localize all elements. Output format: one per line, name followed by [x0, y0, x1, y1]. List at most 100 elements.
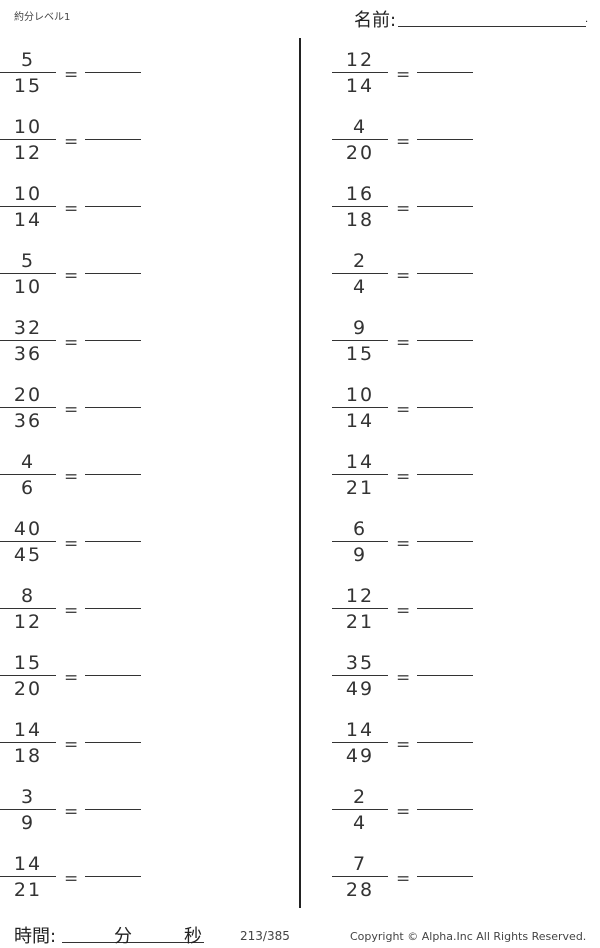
answer-field[interactable] [85, 340, 141, 341]
equals-sign: = [396, 668, 411, 688]
minutes-label: 分 [114, 926, 132, 947]
denominator: 21 [345, 611, 375, 633]
answer-field[interactable] [417, 72, 473, 73]
answer-field[interactable] [85, 541, 141, 542]
denominator: 20 [13, 678, 43, 700]
answer-field[interactable] [85, 407, 141, 408]
numerator: 40 [13, 518, 43, 540]
numerator: 5 [20, 49, 36, 71]
answer-field[interactable] [85, 474, 141, 475]
equals-sign: = [396, 735, 411, 755]
equals-sign: = [396, 199, 411, 219]
equals-sign: = [396, 534, 411, 554]
numerator: 6 [352, 518, 368, 540]
fraction-bar [0, 474, 56, 475]
equals-sign: = [64, 735, 79, 755]
equals-sign: = [64, 802, 79, 822]
answer-field[interactable] [417, 139, 473, 140]
time-field[interactable] [62, 942, 204, 943]
numerator: 14 [345, 451, 375, 473]
denominator: 9 [20, 812, 36, 834]
answer-field[interactable] [417, 273, 473, 274]
equals-sign: = [396, 400, 411, 420]
denominator: 14 [345, 410, 375, 432]
equals-sign: = [64, 266, 79, 286]
answer-field[interactable] [85, 608, 141, 609]
fraction-bar [0, 742, 56, 743]
numerator: 16 [345, 183, 375, 205]
denominator: 20 [345, 142, 375, 164]
denominator: 45 [13, 544, 43, 566]
answer-field[interactable] [85, 273, 141, 274]
fraction-bar [0, 340, 56, 341]
answer-field[interactable] [417, 675, 473, 676]
numerator: 12 [345, 49, 375, 71]
denominator: 14 [345, 75, 375, 97]
equals-sign: = [64, 467, 79, 487]
denominator: 4 [352, 276, 368, 298]
answer-field[interactable] [417, 608, 473, 609]
answer-field[interactable] [85, 72, 141, 73]
answer-field[interactable] [85, 742, 141, 743]
fraction-bar [0, 675, 56, 676]
answer-field[interactable] [417, 474, 473, 475]
fraction-bar [0, 206, 56, 207]
fraction-bar [332, 139, 388, 140]
fraction-bar [332, 407, 388, 408]
equals-sign: = [64, 601, 79, 621]
denominator: 18 [13, 745, 43, 767]
denominator: 15 [13, 75, 43, 97]
answer-field[interactable] [417, 541, 473, 542]
numerator: 14 [13, 719, 43, 741]
equals-sign: = [396, 65, 411, 85]
numerator: 10 [345, 384, 375, 406]
answer-field[interactable] [417, 876, 473, 877]
equals-sign: = [396, 802, 411, 822]
fraction-bar [0, 273, 56, 274]
numerator: 4 [352, 116, 368, 138]
fraction-bar [0, 608, 56, 609]
name-field[interactable] [398, 26, 586, 27]
numerator: 7 [352, 853, 368, 875]
equals-sign: = [64, 333, 79, 353]
numerator: 10 [13, 183, 43, 205]
equals-sign: = [396, 601, 411, 621]
equals-sign: = [64, 199, 79, 219]
fraction-bar [0, 876, 56, 877]
worksheet-title: 約分レベル1 [14, 12, 71, 23]
numerator: 32 [13, 317, 43, 339]
numerator: 35 [345, 652, 375, 674]
answer-field[interactable] [417, 206, 473, 207]
equals-sign: = [64, 869, 79, 889]
denominator: 10 [13, 276, 43, 298]
answer-field[interactable] [85, 139, 141, 140]
fraction-bar [332, 608, 388, 609]
denominator: 36 [13, 410, 43, 432]
fraction-bar [332, 675, 388, 676]
denominator: 15 [345, 343, 375, 365]
denominator: 12 [13, 142, 43, 164]
numerator: 2 [352, 786, 368, 808]
numerator: 4 [20, 451, 36, 473]
denominator: 21 [345, 477, 375, 499]
numerator: 14 [13, 853, 43, 875]
numerator: 9 [352, 317, 368, 339]
denominator: 12 [13, 611, 43, 633]
copyright: Copyright © Alpha.Inc All Rights Reserve… [350, 930, 587, 943]
answer-field[interactable] [85, 809, 141, 810]
answer-field[interactable] [85, 206, 141, 207]
denominator: 28 [345, 879, 375, 901]
answer-field[interactable] [85, 876, 141, 877]
fraction-bar [332, 206, 388, 207]
equals-sign: = [396, 869, 411, 889]
answer-field[interactable] [417, 340, 473, 341]
answer-field[interactable] [417, 809, 473, 810]
answer-field[interactable] [417, 742, 473, 743]
answer-field[interactable] [417, 407, 473, 408]
column-divider [299, 38, 301, 908]
fraction-bar [0, 72, 56, 73]
numerator: 10 [13, 116, 43, 138]
denominator: 36 [13, 343, 43, 365]
answer-field[interactable] [85, 675, 141, 676]
fraction-bar [0, 407, 56, 408]
